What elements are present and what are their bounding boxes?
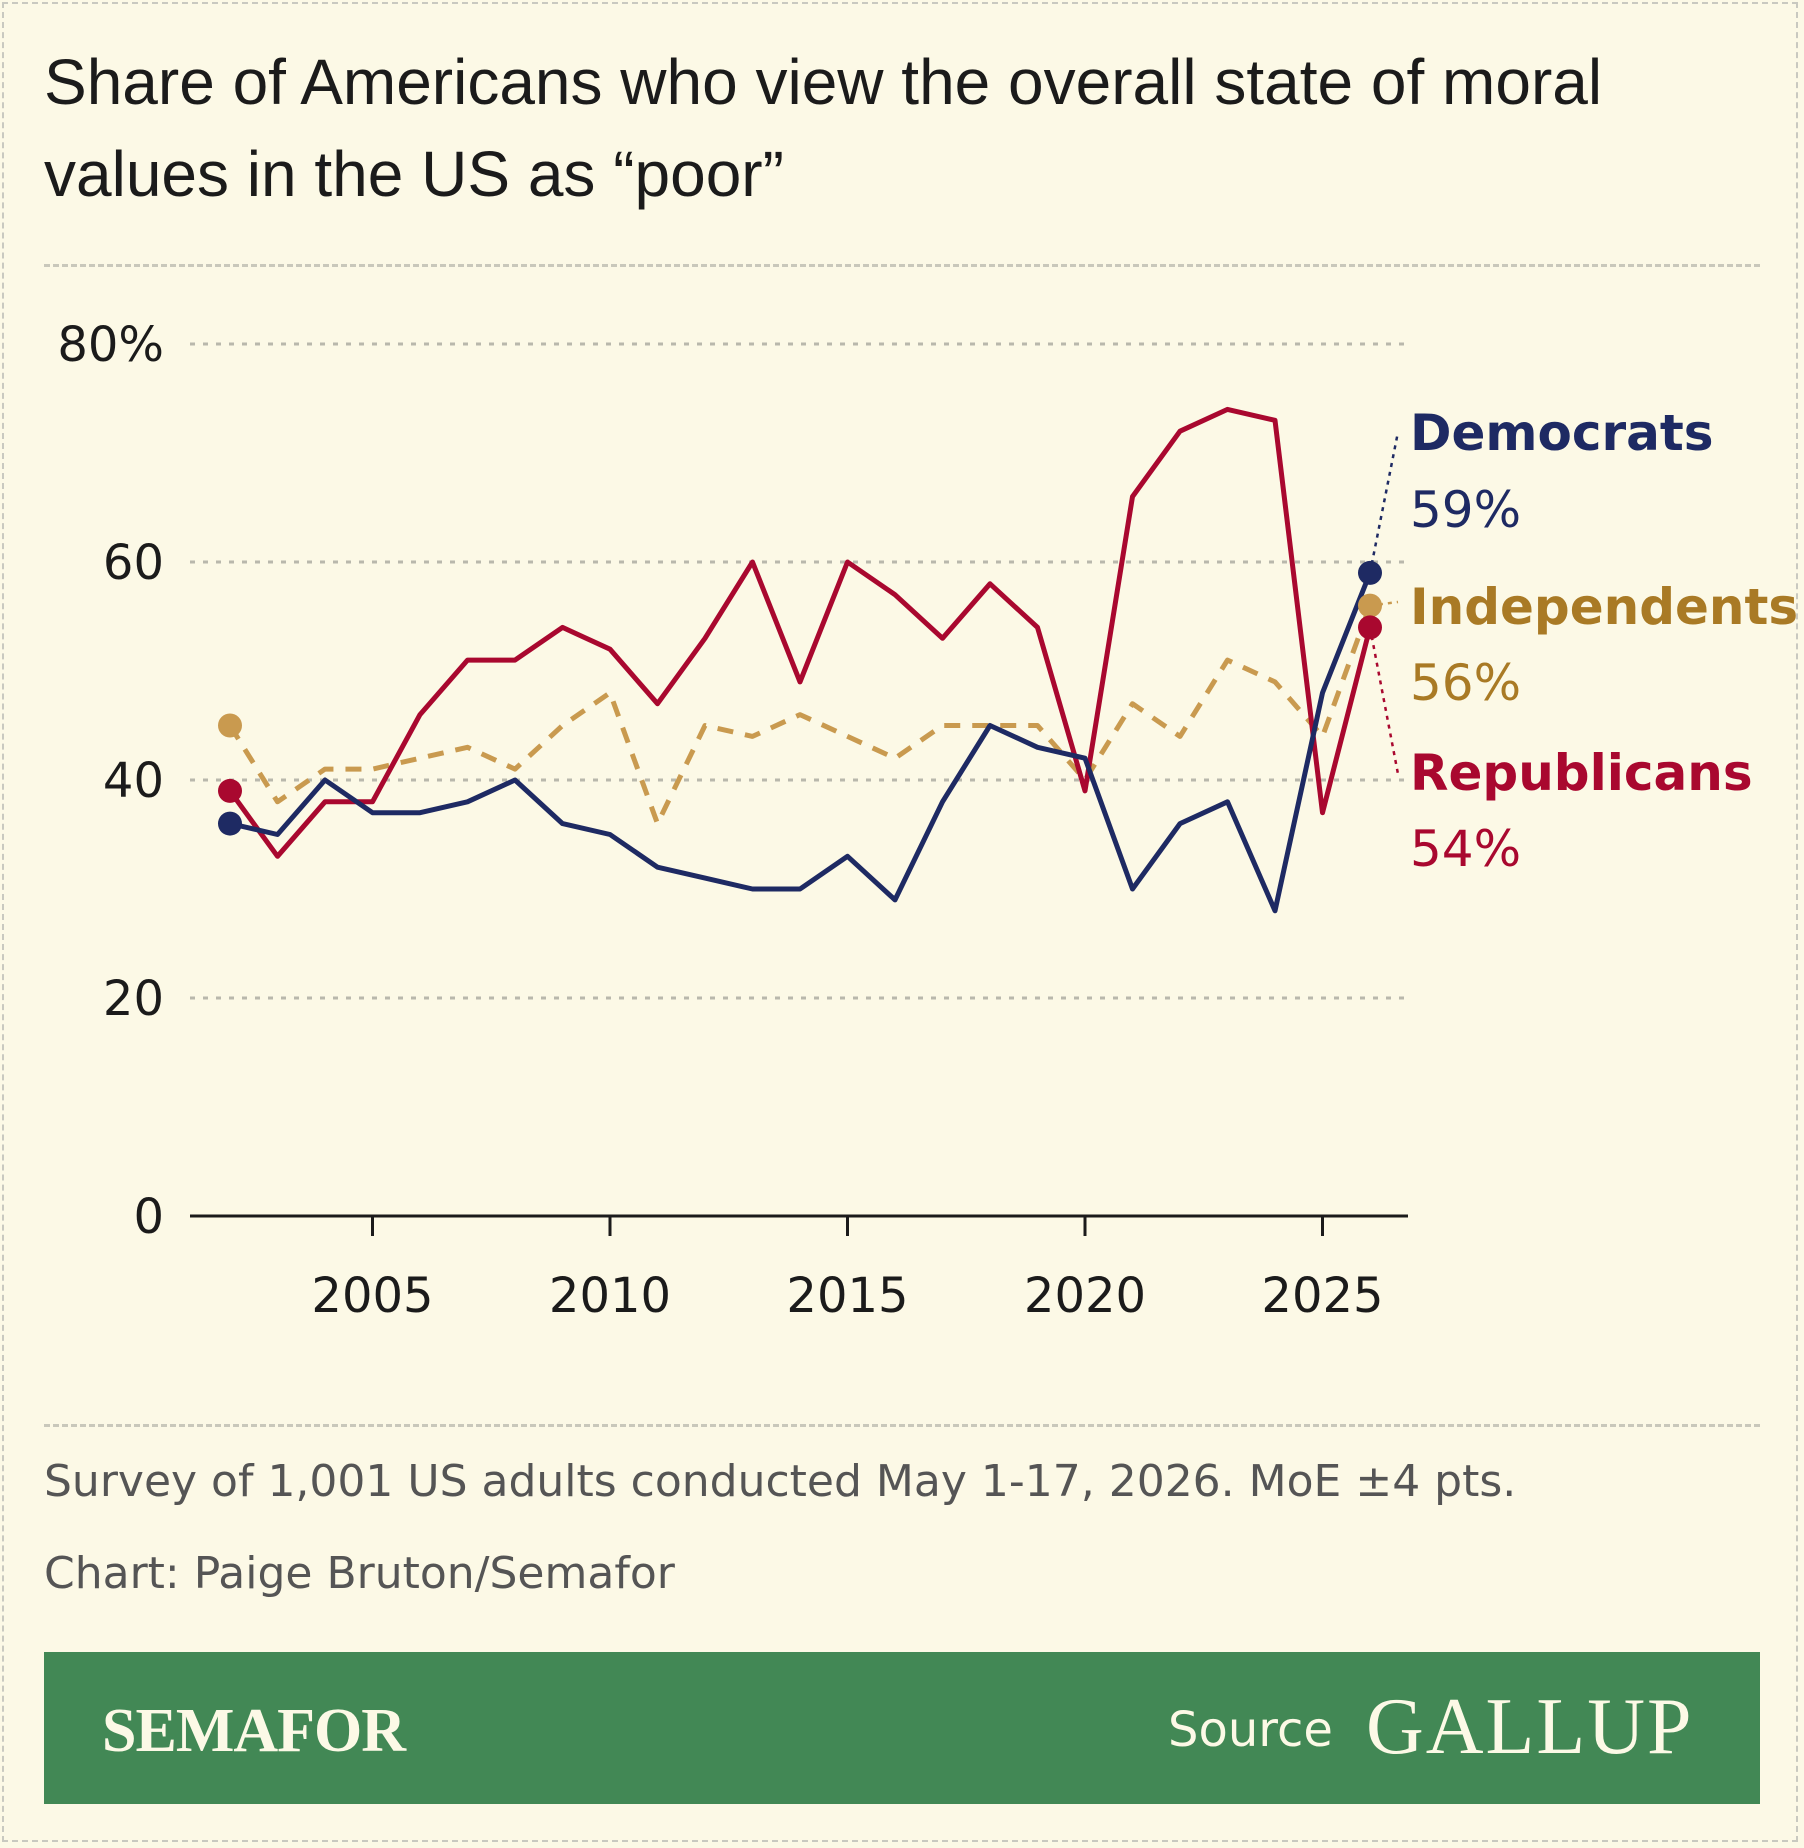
x-tick-label-2020: 2020 <box>1024 1268 1146 1324</box>
label-name-republicans: Republicans <box>1410 744 1753 802</box>
start-point-democrats <box>218 811 242 836</box>
label-value-democrats: 59% <box>1410 481 1521 539</box>
series-line-republicans <box>227 406 1373 859</box>
semafor-logo: SEMAFOR <box>102 1697 406 1765</box>
y-tick-label-20: 20 <box>103 971 164 1027</box>
x-tick-label-2015: 2015 <box>786 1268 908 1324</box>
chart-credit: Chart: Paige Bruton/Semafor <box>44 1548 675 1599</box>
start-point-republicans <box>218 778 242 803</box>
series-lines <box>227 406 1373 914</box>
source-label: Source <box>1168 1702 1333 1758</box>
y-tick-label-80: 80% <box>57 317 164 373</box>
label-connectors <box>1368 431 1400 775</box>
title-divider <box>44 264 1760 267</box>
chart-title: Share of Americans who view the overall … <box>44 46 1603 210</box>
series-labels: Democrats 59% Independents 56% Republicans 54… <box>1410 404 1798 878</box>
end-point-democrats <box>1358 560 1382 585</box>
y-axis-ticks: 0 20 40 60 80% <box>57 317 164 1245</box>
survey-note: Survey of 1,001 US adults conducted May … <box>44 1456 1517 1507</box>
label-name-democrats: Democrats <box>1410 404 1714 462</box>
footer-bar: SEMAFOR Source GALLUP <box>44 1652 1760 1804</box>
connector-republicans <box>1368 627 1400 775</box>
end-point-republicans <box>1358 615 1382 640</box>
x-tick-label-2005: 2005 <box>311 1268 433 1324</box>
y-tick-label-0: 0 <box>133 1189 164 1245</box>
x-tick-label-2025: 2025 <box>1261 1268 1383 1324</box>
gridlines <box>190 342 1408 1000</box>
connector-democrats <box>1368 431 1400 574</box>
notes-divider <box>44 1424 1760 1427</box>
series-line-democrats <box>229 571 1373 914</box>
label-name-independents: Independents <box>1410 578 1798 636</box>
x-axis: 2005 2010 2015 2020 2025 <box>190 1214 1408 1324</box>
x-tick-label-2010: 2010 <box>549 1268 671 1324</box>
line-chart: 0 20 40 60 80% 2005 2010 2015 2020 2025 Democrat… <box>57 317 1798 1324</box>
series-markers <box>218 560 1382 836</box>
label-value-republicans: 54% <box>1410 820 1521 878</box>
y-tick-label-60: 60 <box>103 535 164 591</box>
label-value-independents: 56% <box>1410 654 1521 712</box>
end-point-independents <box>1358 593 1382 618</box>
gallup-logo: GALLUP <box>1366 1683 1694 1771</box>
start-point-independents <box>218 713 242 738</box>
series-line-independents <box>227 604 1373 827</box>
y-tick-label-40: 40 <box>103 753 164 809</box>
